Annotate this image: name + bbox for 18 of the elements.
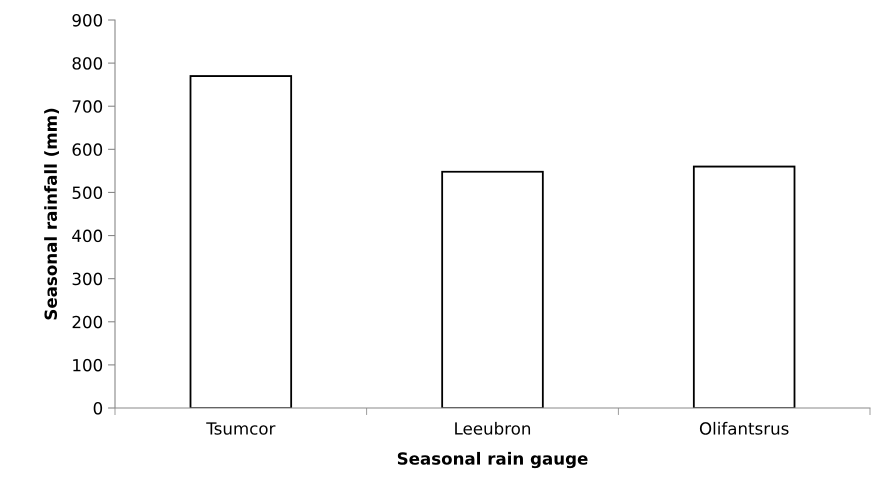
y-tick-label: 900	[72, 14, 102, 27]
y-tick-label: 500	[72, 186, 102, 200]
bar	[692, 166, 796, 408]
x-axis-title: Seasonal rain gauge	[398, 452, 588, 468]
bar	[441, 170, 544, 408]
y-tick-label: 0	[94, 402, 102, 415]
y-tick-label: 400	[72, 230, 102, 242]
y-tick-label: 200	[72, 316, 102, 328]
x-tick-label: Olifantsrus	[700, 422, 789, 435]
y-tick-label: 300	[72, 272, 102, 286]
y-tick-label: 800	[72, 57, 102, 70]
y-tick-label: 100	[73, 358, 102, 372]
y-axis-title: Seasonal rainfall (mm)	[44, 108, 60, 320]
bar	[190, 75, 292, 408]
x-tick-label: Tsumcor	[206, 422, 276, 435]
x-tick-label: Leeubron	[455, 422, 530, 435]
y-tick-label: 700	[72, 100, 102, 113]
y-tick-label: 600	[72, 143, 102, 156]
